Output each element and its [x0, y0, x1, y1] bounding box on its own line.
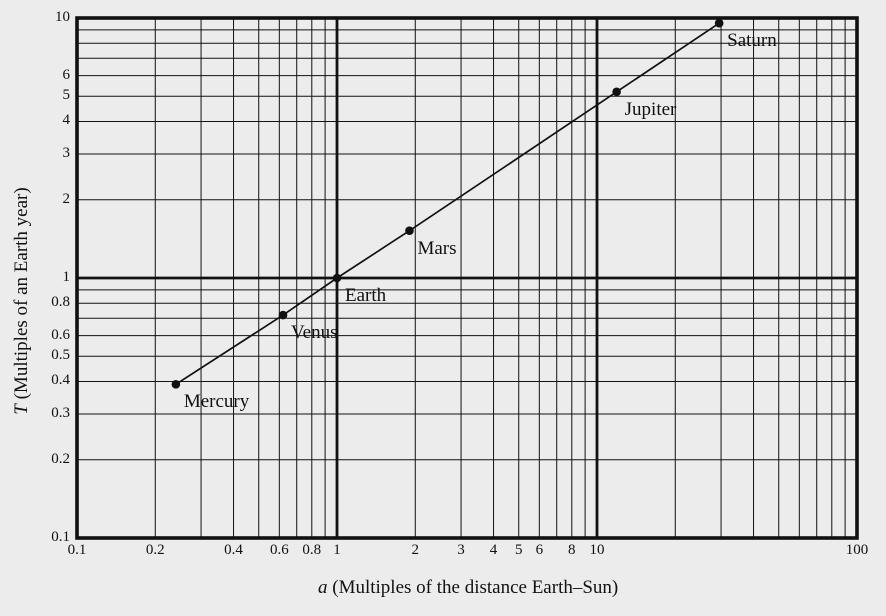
y-tick-label-0.2: 0.2: [51, 450, 70, 467]
data-point-jupiter: [612, 87, 621, 97]
x-tick-label-6: 6: [535, 542, 544, 558]
x-tick-label-1: 1: [333, 542, 341, 558]
y-axis-title: T (Multiples of an Earth year): [11, 101, 33, 501]
x-tick-label-5: 5: [514, 542, 523, 558]
y-axis-variable: T: [11, 404, 32, 415]
x-tick-label-4: 4: [489, 542, 498, 558]
data-point-venus: [278, 310, 288, 320]
x-tick-label-3: 3: [457, 542, 465, 558]
x-tick-label-0.2: 0.2: [145, 542, 165, 558]
y-axis-label-text: (Multiples of an Earth year): [11, 187, 32, 405]
y-tick-label-0.4: 0.4: [51, 372, 70, 389]
y-tick-label-10: 10: [55, 9, 70, 25]
y-tick-label-0.6: 0.6: [51, 326, 70, 343]
y-tick-label-0.3: 0.3: [51, 404, 70, 421]
point-label-saturn: Saturn: [727, 30, 777, 52]
x-tick-label-0.8: 0.8: [302, 542, 322, 558]
point-label-mars: Mars: [417, 237, 457, 259]
point-label-jupiter: Jupiter: [624, 98, 677, 120]
y-tick-label-0.8: 0.8: [51, 294, 70, 311]
data-point-mars: [405, 226, 414, 236]
series-line: [175, 22, 720, 386]
y-tick-label-6: 6: [62, 66, 71, 83]
y-tick-label-0.1: 0.1: [51, 529, 70, 545]
data-point-mercury: [171, 380, 181, 389]
point-label-mercury: Mercury: [183, 391, 250, 413]
x-axis-title: a (Multiples of the distance Earth–Sun): [318, 577, 618, 599]
x-tick-label-0.1: 0.1: [67, 542, 87, 558]
point-label-venus: Venus: [291, 322, 338, 344]
x-axis-label-text: (Multiples of the distance Earth–Sun): [327, 577, 619, 598]
x-tick-label-0.4: 0.4: [224, 542, 243, 558]
data-point-earth: [332, 273, 342, 283]
x-tick-label-10: 10: [589, 542, 605, 558]
x-tick-label-8: 8: [568, 542, 576, 558]
y-tick-label-0.5: 0.5: [51, 347, 70, 364]
x-tick-label-0.6: 0.6: [269, 542, 289, 558]
y-tick-label-3: 3: [62, 144, 71, 161]
x-axis-variable: a: [318, 577, 328, 598]
y-tick-label-5: 5: [62, 87, 71, 104]
y-tick-label-1: 1: [62, 269, 71, 285]
data-point-saturn: [714, 18, 724, 28]
point-label-earth: Earth: [345, 285, 387, 306]
y-tick-label-4: 4: [62, 112, 71, 129]
x-tick-label-2: 2: [411, 542, 420, 558]
y-tick-label-2: 2: [62, 190, 71, 207]
x-tick-label-100: 100: [845, 542, 869, 558]
